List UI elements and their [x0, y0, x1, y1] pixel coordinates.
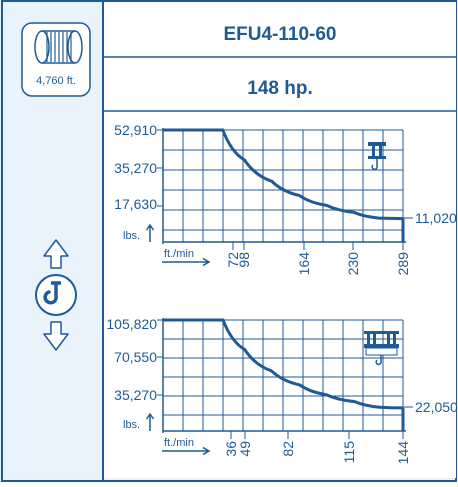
x-tick-label: 144 [395, 441, 411, 465]
x-axis-arrow [162, 257, 211, 267]
single-hook-trolley-icon [368, 142, 386, 171]
rope-drum-box: 4,760 ft. [21, 22, 91, 97]
power-rating: 148 hp. [247, 78, 312, 99]
x-tick-label: 98 [236, 252, 252, 268]
x-tick-label: 72 [225, 252, 241, 268]
x-tick-label: 115 [341, 441, 357, 464]
hook-up-down-icon [35, 239, 77, 351]
rope-length: 4,760 ft. [36, 75, 76, 87]
y-tick-label: 105,820 [106, 316, 157, 332]
x-axis-label: ft./min [164, 248, 194, 260]
y-tick-label: 35,270 [114, 160, 157, 176]
x-tick-label: 230 [345, 252, 361, 276]
right-panel [103, 2, 456, 478]
model-title: EFU4-110-60 [223, 24, 336, 45]
y-tick-label: 35,270 [114, 387, 157, 403]
y-tick-label: 52,910 [114, 122, 157, 138]
data-line [163, 318, 404, 410]
double-hook-trolley-icon [364, 331, 399, 366]
x-tick-label: 82 [280, 441, 296, 457]
x-tick-label: 36 [223, 441, 239, 457]
end-value-label: 22,050 [415, 399, 458, 415]
rope-drum-icon [34, 30, 83, 64]
y-axis-arrow [145, 223, 155, 242]
y-tick-label: 17,630 [114, 196, 157, 212]
y-tick-label: 70,550 [114, 349, 157, 365]
y-axis-label: lbs. [123, 419, 140, 431]
data-line [163, 128, 404, 221]
end-value-label: 11,020 [415, 210, 457, 226]
x-axis-arrow [162, 446, 211, 456]
x-tick-label: 49 [237, 441, 253, 457]
x-tick-label: 164 [296, 252, 312, 276]
y-axis-arrow [145, 412, 155, 431]
x-tick-label: 289 [395, 252, 411, 276]
x-axis-label: ft./min [164, 437, 194, 449]
y-axis-label: lbs. [123, 230, 140, 242]
